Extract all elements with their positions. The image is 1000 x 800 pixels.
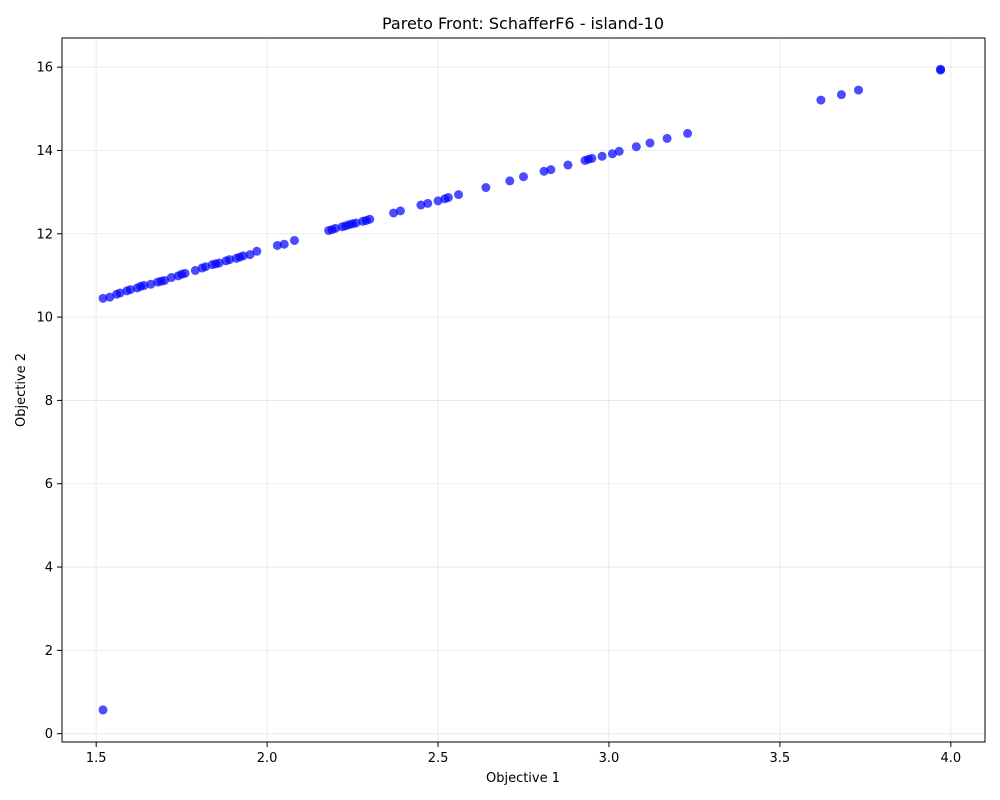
data-point [597,151,607,161]
data-point [481,183,491,193]
y-tick-label: 8 [45,394,53,409]
data-point [816,95,826,105]
data-point [105,292,115,302]
data-point [563,160,573,170]
x-axis-label: Objective 1 [486,771,560,786]
y-tick-label: 6 [45,477,53,492]
data-point [245,250,255,260]
x-tick-label: 1.5 [86,751,107,766]
y-tick-label: 12 [36,227,53,242]
y-tick-label: 16 [36,61,53,76]
data-point [289,235,299,245]
x-tick-label: 3.5 [770,751,791,766]
y-tick-label: 4 [45,561,53,576]
y-axis-label: Objective 2 [14,353,29,427]
data-point [416,200,426,210]
data-point [351,218,361,228]
x-axis: 1.5 2.0 2.5 3.0 3.5 4.0 [86,742,961,766]
data-point [423,198,433,208]
data-point [160,275,170,285]
plot-area-frame [61,37,986,743]
y-axis: 0 2 4 6 8 10 12 14 16 [36,61,62,742]
data-point [836,90,846,100]
data-point [201,262,211,272]
data-point [854,85,864,95]
data-point [330,223,340,233]
data-point [454,190,464,200]
data-points [98,64,946,715]
data-point [252,246,262,256]
data-point [225,255,235,265]
y-tick-label: 2 [45,644,53,659]
data-point [125,285,135,295]
data-point [607,149,617,159]
data-point [115,288,125,298]
data-point [683,128,693,138]
data-point [389,208,399,218]
data-point [139,280,149,290]
data-point [190,265,200,275]
x-tick-label: 2.5 [428,751,449,766]
x-tick-label: 4.0 [940,751,961,766]
data-point [180,268,190,278]
data-point [98,705,108,715]
data-point [662,133,672,143]
x-tick-label: 3.0 [599,751,620,766]
data-point [614,146,624,156]
data-point [395,206,405,216]
data-point [936,64,946,74]
data-point [645,138,655,148]
data-point [505,176,515,186]
chart-title: Pareto Front: SchafferF6 - island-10 [382,14,664,33]
data-point [238,251,248,261]
data-point [279,239,289,249]
data-point [98,293,108,303]
data-point [587,153,597,163]
data-point [146,279,156,289]
data-point [365,214,375,224]
y-tick-label: 10 [36,311,53,326]
data-point [546,165,556,175]
data-point [214,258,224,268]
grid-lines [62,38,985,742]
data-point [519,172,528,182]
data-point [166,273,176,283]
data-point [272,240,282,250]
y-tick-label: 0 [45,727,53,742]
data-point [433,196,443,206]
data-point [631,142,641,152]
x-tick-label: 2.0 [257,751,278,766]
y-tick-label: 14 [36,144,53,159]
data-point [443,193,453,203]
data-point [539,166,549,176]
